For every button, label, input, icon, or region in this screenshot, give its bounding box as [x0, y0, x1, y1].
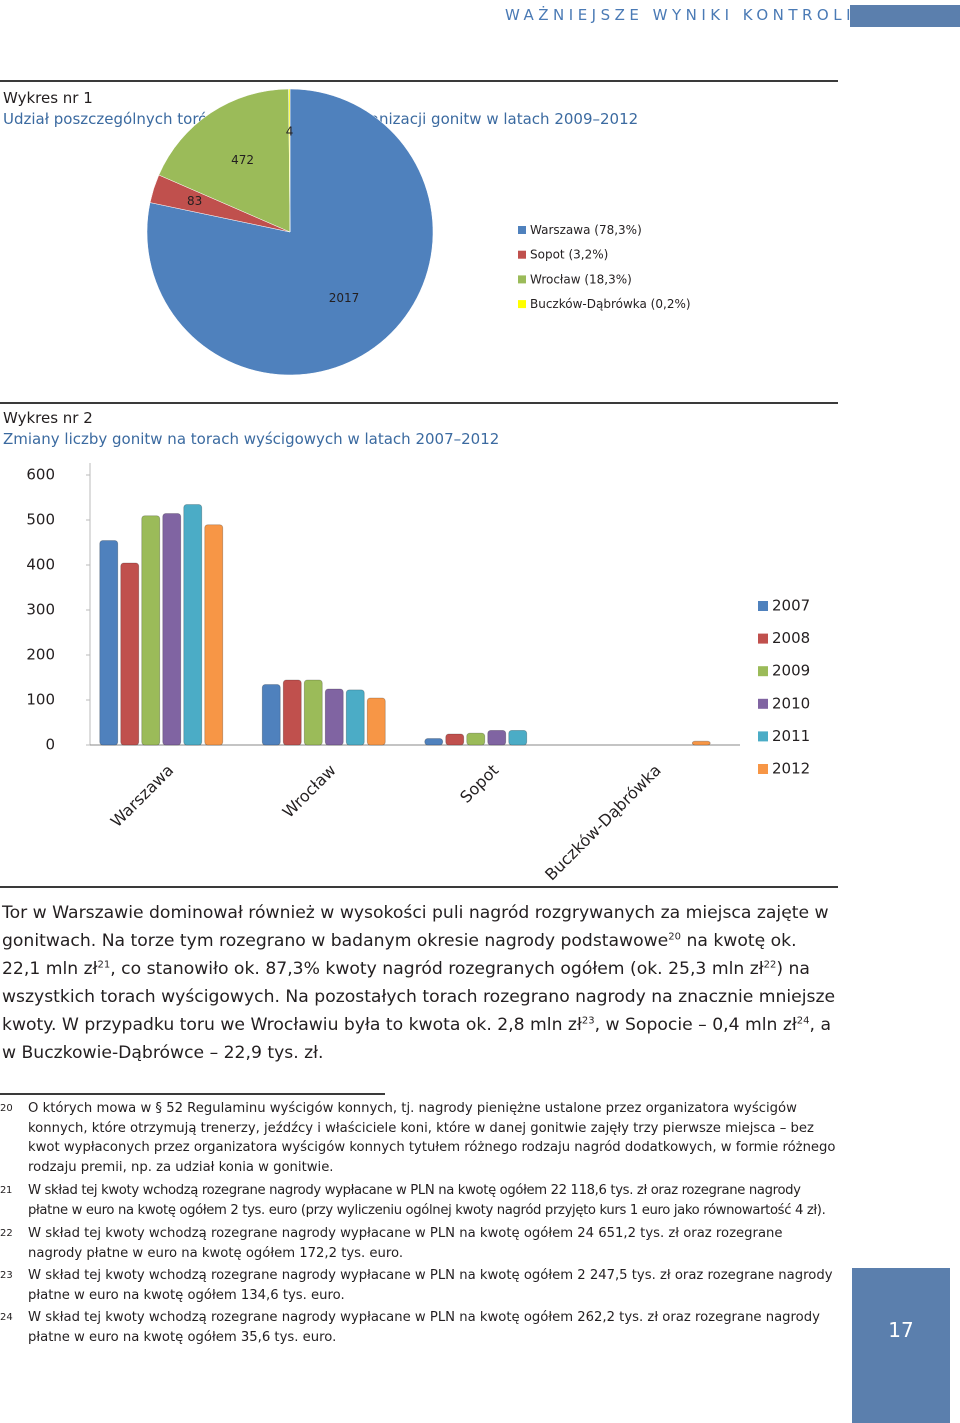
x-tick-label: Wrocław — [279, 761, 340, 822]
legend-label: Warszawa (78,3%) — [530, 223, 642, 237]
bar — [162, 513, 182, 746]
footnote-ref: 23 — [581, 1015, 595, 1027]
legend-swatch — [758, 666, 768, 677]
paragraph-text: , w Sopocie – 0,4 mln zł — [594, 1015, 797, 1035]
paragraph-text: ) na wszystkich torach wyścigowych. Na p… — [2, 959, 836, 1035]
y-tick-label: 300 — [26, 601, 55, 619]
footnote-ref: 24 — [796, 1015, 810, 1027]
pie-slice — [288, 88, 291, 233]
footnote-ref: 22 — [763, 959, 777, 971]
pie-slice — [146, 88, 434, 376]
footnote-ref: 20 — [668, 931, 681, 943]
data-label: 2017 — [329, 291, 360, 305]
page-number-box: 17 — [852, 1268, 950, 1423]
header-title: WAŻNIEJSZE WYNIKI KONTROLI — [505, 6, 856, 24]
bar — [466, 732, 486, 746]
legend-label: 2010 — [772, 694, 810, 712]
paragraph-text: na kwotę ok. 22,1 mln zł — [2, 931, 797, 979]
legend-label: Wrocław (18,3%) — [530, 272, 632, 286]
legend-swatch — [518, 250, 526, 259]
footnote: 23 W skład tej kwoty wchodzą rozegrane na… — [0, 1266, 840, 1305]
footnote-number: 22 — [0, 1228, 13, 1239]
legend-swatch — [758, 764, 768, 774]
legend-label: 2007 — [772, 597, 810, 615]
y-tick-label: 100 — [26, 691, 55, 709]
bar — [445, 733, 465, 746]
chart-title: Wykres nr 2 — [3, 409, 93, 427]
bar — [487, 730, 507, 746]
paragraph-text: , co stanowiło ok. 87,3% kwoty nagród ro… — [110, 959, 764, 979]
footnote: 20 O których mowa w § 52 Regulaminu wyści… — [0, 1099, 840, 1177]
footnote: 24 W skład tej kwoty wchodzą rozegrane na… — [0, 1308, 840, 1347]
footnote-number: 24 — [0, 1312, 13, 1323]
rule — [0, 402, 838, 404]
legend-swatch — [758, 698, 768, 709]
bar — [366, 697, 386, 746]
y-tick-label: 500 — [26, 511, 55, 529]
x-tick-label: Warszawa — [107, 761, 177, 831]
legend-swatch — [518, 226, 526, 234]
bar — [120, 562, 140, 746]
data-label: 4 — [286, 124, 294, 138]
footnote-number: 21 — [0, 1185, 13, 1196]
legend-label: 2009 — [772, 662, 810, 680]
legend-swatch — [518, 275, 526, 284]
footnote-ref: 21 — [97, 959, 111, 971]
data-label: 472 — [231, 153, 254, 167]
legend-label: Sopot (3,2%) — [530, 248, 608, 262]
bar — [99, 540, 119, 746]
paragraph-text: , a w Buczkowie-Dąbrówce – 22,9 tys. zł. — [2, 1015, 831, 1063]
legend-swatch — [758, 731, 768, 742]
x-tick-label: Buczków-Dąbrówka — [541, 761, 665, 885]
y-tick-label: 400 — [26, 556, 55, 574]
footnote-rule — [0, 1093, 385, 1095]
footnote-text: O których mowa w § 52 Regulaminu wyścigó… — [28, 1101, 836, 1175]
bar — [424, 738, 444, 746]
rule — [0, 80, 838, 82]
footnote: 22 W skład tej kwoty wchodzą rozegrane na… — [0, 1224, 840, 1263]
y-tick-label: 0 — [45, 736, 55, 754]
footnote-text: W skład tej kwoty wchodzą rozegrane nagr… — [28, 1183, 826, 1218]
pie-slice — [158, 88, 291, 233]
chart-heading: Wykres nr 2 Zmiany liczby gonitw na tora… — [3, 408, 499, 450]
legend-label: 2008 — [772, 629, 810, 647]
paragraph: Tor w Warszawie dominował również w wyso… — [2, 899, 840, 1067]
legend-swatch — [518, 300, 526, 309]
legend-swatch — [758, 633, 768, 644]
charts: 2017 Warszawa (78,3%) 83 Sopot (3,2%) 472 Wro… — [26, 88, 810, 885]
footnote-number: 23 — [0, 1270, 13, 1281]
y-tick-label: 600 — [26, 466, 55, 484]
chart-title: Wykres nr 1 — [3, 89, 93, 107]
footnote-text: W skład tej kwoty wchodzą rozegrane nagr… — [28, 1268, 833, 1303]
bar — [261, 684, 281, 746]
footnote-text: W skład tej kwoty wchodzą rozegrane nagr… — [28, 1310, 820, 1345]
legend-label: 2011 — [772, 727, 810, 745]
chart-subtitle: Zmiany liczby gonitw na torach wyścigowy… — [3, 430, 500, 448]
bar — [508, 730, 528, 746]
footnote-text: W skład tej kwoty wchodzą rozegrane nagr… — [28, 1226, 783, 1261]
bar — [345, 689, 365, 746]
x-tick-label: Sopot — [456, 761, 502, 807]
legend-label: 2012 — [772, 760, 810, 778]
header-box — [850, 5, 960, 27]
page-number: 17 — [888, 1318, 914, 1342]
bar — [691, 740, 711, 746]
bar — [324, 688, 344, 746]
paragraph-text: Tor w Warszawie dominował również w wyso… — [2, 903, 829, 951]
bar — [204, 524, 224, 746]
legend-swatch — [758, 601, 768, 611]
bar — [141, 515, 161, 746]
legend-label: Buczków-Dąbrówka (0,2%) — [530, 297, 691, 311]
bar — [183, 504, 203, 746]
data-label: 83 — [187, 194, 202, 208]
footnote-number: 20 — [0, 1103, 13, 1114]
rule — [0, 886, 838, 888]
bar — [282, 679, 302, 746]
y-tick-label: 200 — [26, 646, 55, 664]
footnote: 21 W skład tej kwoty wchodzą rozegrane na… — [0, 1181, 840, 1220]
bar — [303, 679, 323, 746]
